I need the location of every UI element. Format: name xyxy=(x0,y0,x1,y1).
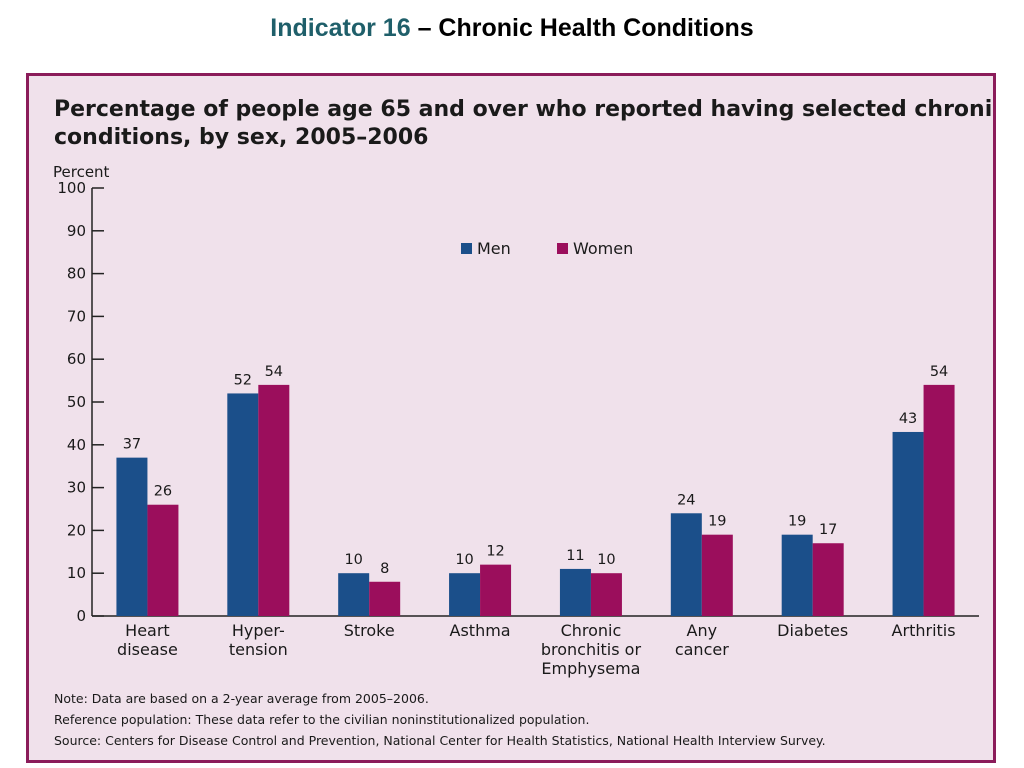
legend: Men Women xyxy=(461,239,633,258)
note-text: Note: Data are based on a 2-year average… xyxy=(54,691,429,706)
data-label: 43 xyxy=(899,411,917,427)
y-tick-label: 100 xyxy=(57,179,86,197)
legend-swatch-women xyxy=(557,243,568,254)
reference-text: Reference population: These data refer t… xyxy=(54,712,589,727)
bar-women xyxy=(590,573,622,616)
category-label: Chronic xyxy=(561,621,622,640)
y-tick-label: 60 xyxy=(67,350,86,368)
bar-women xyxy=(923,384,955,616)
category-label: Stroke xyxy=(344,621,395,640)
bar-men xyxy=(559,568,591,616)
category-label: bronchitis or xyxy=(541,640,642,659)
bar-chart: Percentage of people age 65 and over who… xyxy=(53,97,993,748)
category-label: disease xyxy=(117,640,178,659)
data-label: 26 xyxy=(154,484,172,500)
bar-women xyxy=(369,581,401,616)
legend-swatch-men xyxy=(461,243,472,254)
y-tick-label: 90 xyxy=(67,222,86,240)
category-label: Arthritis xyxy=(892,621,956,640)
chart-panel: Percentage of people age 65 and over who… xyxy=(26,73,996,763)
bar-women xyxy=(258,384,290,616)
legend-label-women: Women xyxy=(573,239,633,258)
bar-women xyxy=(480,564,512,616)
bar-men xyxy=(227,393,259,616)
category-label: tension xyxy=(229,640,288,659)
chart-title-line1: Percentage of people age 65 and over who… xyxy=(54,97,993,122)
category-label: Asthma xyxy=(450,621,511,640)
chart-title-line2: conditions, by sex, 2005–2006 xyxy=(54,125,428,150)
category-label: cancer xyxy=(675,640,729,659)
category-label: Any xyxy=(687,621,718,640)
y-tick-label: 40 xyxy=(67,436,86,454)
y-tick-label: 50 xyxy=(67,393,86,411)
legend-label-men: Men xyxy=(477,239,511,258)
category-label: Emphysema xyxy=(541,659,640,678)
data-label: 19 xyxy=(788,514,806,530)
bar-men xyxy=(338,573,370,616)
y-tick-label: 30 xyxy=(67,479,86,497)
data-label: 11 xyxy=(566,548,584,564)
data-label: 10 xyxy=(455,552,473,568)
y-tick-label: 70 xyxy=(67,307,86,325)
y-tick-label: 20 xyxy=(67,521,86,539)
bar-women xyxy=(812,543,844,616)
bar-women xyxy=(147,504,179,616)
axes: 0 10 20 30 40 50 60 70 80 90 100 xyxy=(57,179,979,625)
bar-men xyxy=(892,431,924,616)
bar-men xyxy=(670,513,702,616)
data-label: 19 xyxy=(708,514,726,530)
data-label: 52 xyxy=(234,372,252,388)
data-label: 8 xyxy=(380,561,389,577)
y-tick-label: 80 xyxy=(67,265,86,283)
category-label: Heart xyxy=(125,621,170,640)
bar-men xyxy=(781,534,813,616)
slide-title-accent: Indicator 16 xyxy=(270,14,411,42)
data-label: 10 xyxy=(344,552,362,568)
category-label: Hyper- xyxy=(232,621,285,640)
data-label: 12 xyxy=(486,544,504,560)
data-label: 54 xyxy=(930,364,948,380)
slide-title-rest: – Chronic Health Conditions xyxy=(410,14,754,42)
y-tick-label: 10 xyxy=(67,564,86,582)
data-label: 24 xyxy=(677,492,695,508)
category-label: Diabetes xyxy=(777,621,848,640)
y-tick-label: 0 xyxy=(76,607,86,625)
bar-men xyxy=(449,573,481,616)
data-label: 54 xyxy=(265,364,283,380)
data-label: 17 xyxy=(819,522,837,538)
data-label: 37 xyxy=(123,437,141,453)
data-label: 10 xyxy=(597,552,615,568)
bar-women xyxy=(701,534,733,616)
bar-men xyxy=(116,457,148,616)
y-axis-label: Percent xyxy=(53,163,110,181)
slide-title: Indicator 16 – Chronic Health Conditions xyxy=(0,14,1024,43)
source-text: Source: Centers for Disease Control and … xyxy=(54,733,826,748)
